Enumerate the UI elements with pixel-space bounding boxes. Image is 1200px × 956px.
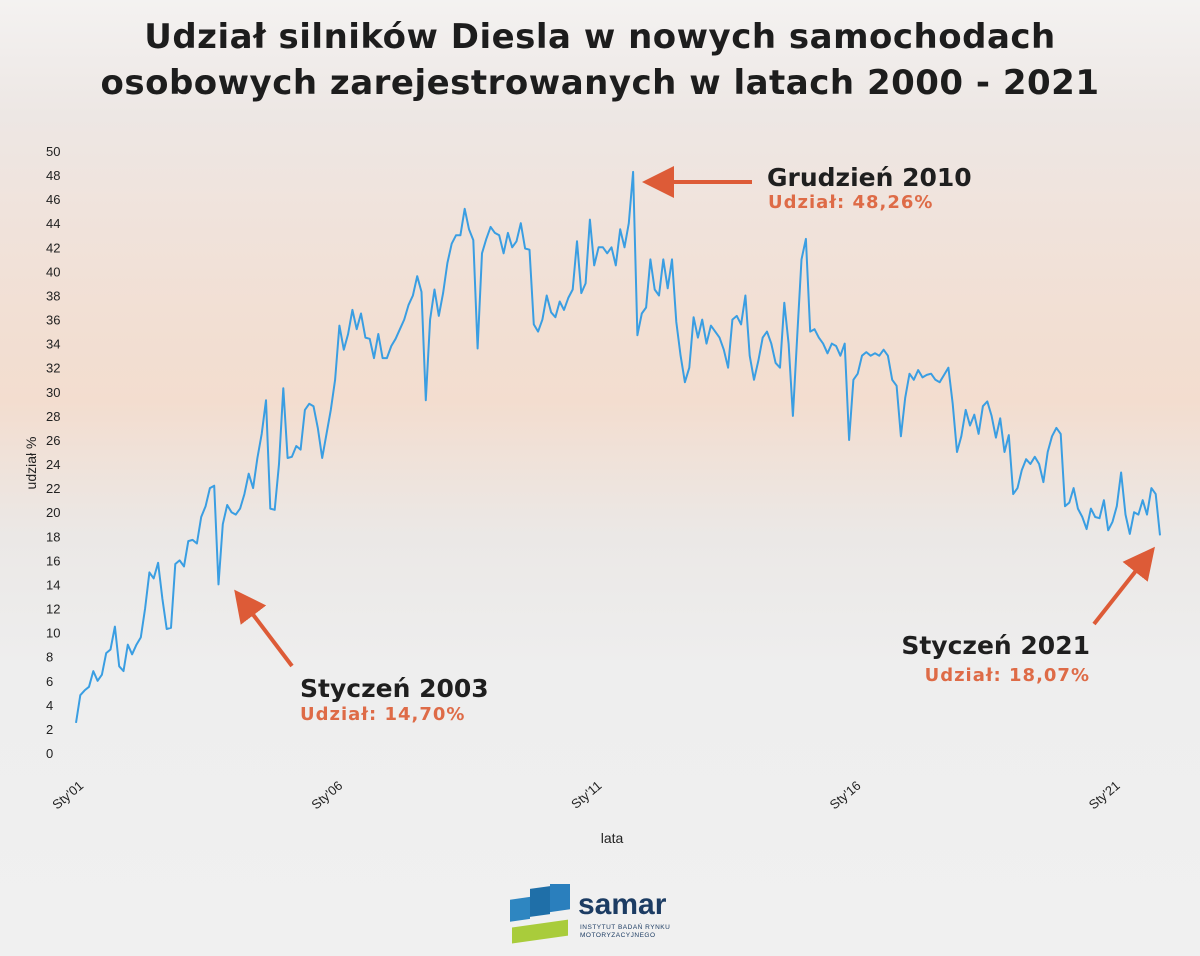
- y-tick-label: 20: [46, 505, 60, 520]
- y-tick-label: 24: [46, 457, 60, 472]
- y-tick-label: 28: [46, 409, 60, 424]
- y-tick-label: 50: [46, 144, 60, 159]
- annotation-title-2021: Styczeń 2021: [901, 631, 1090, 660]
- y-tick-label: 12: [46, 602, 60, 617]
- series-line: [75, 170, 1161, 724]
- x-tick-label: Sty'01: [49, 778, 86, 812]
- y-tick-label: 14: [46, 577, 60, 592]
- y-tick-label: 26: [46, 433, 60, 448]
- logo-name: samar: [578, 888, 667, 921]
- y-tick-label: 18: [46, 529, 60, 544]
- annotation-title-2003: Styczeń 2003: [300, 674, 489, 703]
- y-tick-label: 34: [46, 337, 60, 352]
- y-tick-label: 38: [46, 288, 60, 303]
- y-tick-label: 30: [46, 385, 60, 400]
- x-axis-label: lata: [601, 830, 624, 846]
- annotation-subtitle-2021: Udział: 18,07%: [925, 665, 1090, 686]
- annotations: Grudzień 2010 Udział: 48,26% Styczeń 200…: [234, 163, 1155, 725]
- y-tick-label: 42: [46, 240, 60, 255]
- annotation-subtitle-2003: Udział: 14,70%: [300, 704, 465, 725]
- y-tick-label: 22: [46, 481, 60, 496]
- series-group: [75, 170, 1161, 724]
- y-tick-label: 16: [46, 553, 60, 568]
- annotation-arrow-2021: [1092, 546, 1155, 626]
- y-axis-ticks: 0246810121416182022242628303234363840424…: [46, 144, 60, 761]
- y-tick-label: 10: [46, 626, 60, 641]
- annotation-title-peak: Grudzień 2010: [767, 163, 972, 192]
- title-line-1: Udział silników Diesla w nowych samochod…: [144, 17, 1056, 57]
- y-tick-label: 48: [46, 168, 60, 183]
- annotation-arrow-2003: [234, 589, 294, 668]
- samar-logo-icon: [510, 884, 570, 944]
- y-tick-label: 32: [46, 361, 60, 376]
- x-axis-ticks: Sty'01 Sty'06 Sty'11 Sty'16 Sty'21: [49, 778, 1123, 812]
- chart-title: Udział silników Diesla w nowych samochod…: [0, 14, 1200, 106]
- x-tick-label: Sty'06: [308, 778, 345, 812]
- x-tick-label: Sty'11: [568, 778, 604, 812]
- y-tick-label: 8: [46, 650, 53, 665]
- annotation-subtitle-peak: Udział: 48,26%: [768, 192, 933, 213]
- title-line-2: osobowych zarejestrowanych w latach 2000…: [100, 63, 1100, 103]
- y-tick-label: 36: [46, 313, 60, 328]
- y-tick-label: 44: [46, 216, 60, 231]
- logo-tagline: INSTYTUT BADAŃ RYNKU MOTORYZACYJNEGO: [580, 924, 671, 939]
- samar-logo: samar INSTYTUT BADAŃ RYNKU MOTORYZACYJNE…: [508, 884, 688, 948]
- y-tick-label: 2: [46, 722, 53, 737]
- y-tick-label: 6: [46, 674, 53, 689]
- y-tick-label: 46: [46, 192, 60, 207]
- y-tick-label: 0: [46, 746, 53, 761]
- y-tick-label: 40: [46, 264, 60, 279]
- x-tick-label: Sty'16: [827, 778, 864, 812]
- y-axis-label: udział %: [23, 437, 39, 490]
- y-tick-label: 4: [46, 698, 53, 713]
- x-tick-label: Sty'21: [1086, 778, 1123, 812]
